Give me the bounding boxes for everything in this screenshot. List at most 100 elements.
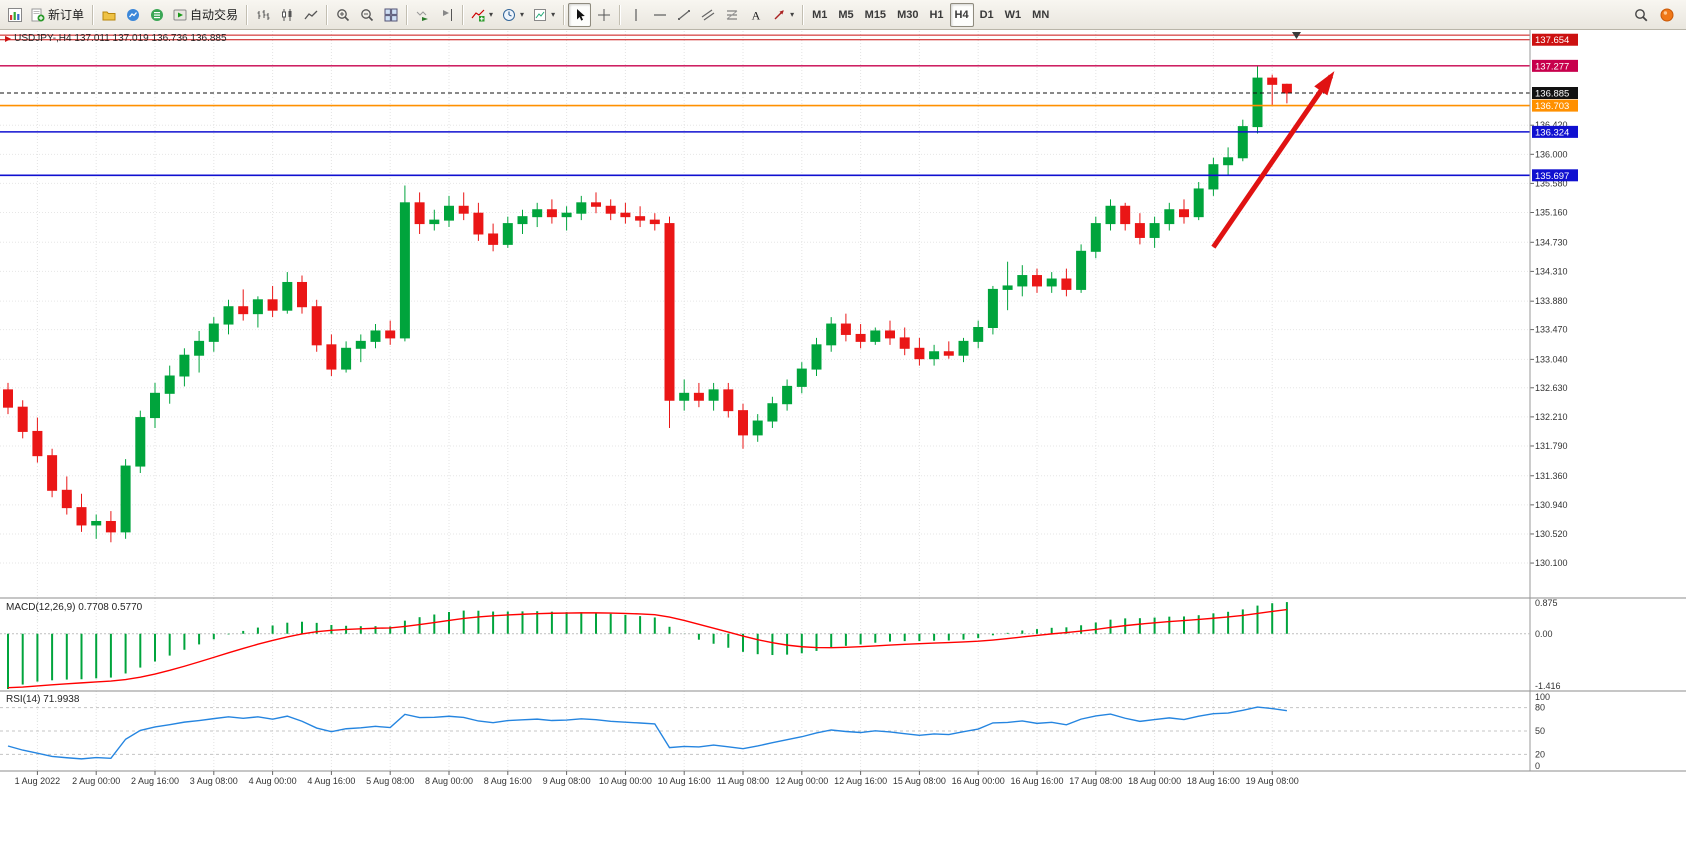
profiles-button[interactable] xyxy=(97,3,120,27)
price-label-box xyxy=(1532,59,1578,72)
price-tick-label: 130.100 xyxy=(1535,558,1568,568)
data-window-button[interactable] xyxy=(145,3,168,27)
candle-body xyxy=(341,347,352,370)
charts-button[interactable] xyxy=(3,3,26,27)
candle-body xyxy=(767,403,778,422)
search-button[interactable] xyxy=(1629,3,1652,27)
svg-text:0.00: 0.00 xyxy=(1535,629,1553,639)
line-objects[interactable] xyxy=(0,34,1530,177)
timeframe-W1-button[interactable]: W1 xyxy=(1004,8,1022,21)
candle-body xyxy=(120,465,131,533)
timeframe-D1-button[interactable]: D1 xyxy=(979,8,994,21)
auto-trading-button-label: 自动交易 xyxy=(190,8,239,22)
candle-body xyxy=(370,330,381,342)
candle-body xyxy=(179,354,190,377)
chart-shift-button[interactable] xyxy=(435,3,458,27)
time-tick-label: 10 Aug 16:00 xyxy=(658,776,711,786)
price-tick-label: 132.210 xyxy=(1535,412,1568,422)
svg-text:-1.416: -1.416 xyxy=(1535,681,1561,691)
toolbar-separator xyxy=(563,4,565,25)
candlestick-chart-button[interactable] xyxy=(275,3,298,27)
candle-body xyxy=(855,333,866,342)
price-label-box xyxy=(1532,33,1578,46)
zoom-in-button[interactable] xyxy=(331,3,354,27)
candle-body xyxy=(811,344,822,370)
candle-body xyxy=(929,351,940,360)
tile-windows-button[interactable] xyxy=(379,3,402,27)
toolbar-separator xyxy=(246,4,248,25)
time-tick-label: 16 Aug 00:00 xyxy=(952,776,1005,786)
arrows-icon xyxy=(772,8,786,22)
candle-body xyxy=(987,288,998,329)
bar-chart-button[interactable] xyxy=(251,3,274,27)
periods-button[interactable]: ▾ xyxy=(498,3,528,27)
candle-body xyxy=(605,205,616,214)
timeframe-M30-button[interactable]: M30 xyxy=(897,8,919,21)
autotrade-icon xyxy=(173,8,187,22)
hline-icon xyxy=(653,8,667,22)
candle-body xyxy=(1149,223,1160,238)
arrows-button[interactable]: ▾ xyxy=(768,3,798,27)
chart-area[interactable]: 0.875 0.00 -1.416 100 80 50 20 0 136.420 136.000 1… xyxy=(0,30,1686,842)
chart-shift-marker[interactable] xyxy=(1292,32,1301,39)
fibonacci-button[interactable] xyxy=(720,3,743,27)
new-order-button[interactable]: 新订单 xyxy=(27,3,88,27)
candle-body xyxy=(297,281,307,308)
timeframe-M1-button[interactable]: M1 xyxy=(812,8,828,21)
profiles-icon xyxy=(102,8,116,22)
timeframe-M5-button[interactable]: M5 xyxy=(838,8,854,21)
candle-body xyxy=(91,520,102,526)
candle-body xyxy=(105,520,116,533)
autoscroll-icon xyxy=(416,8,430,22)
candle-body xyxy=(1223,157,1234,166)
candle-body xyxy=(252,299,263,315)
time-tick-label: 4 Aug 16:00 xyxy=(307,776,355,786)
vertical-line-button[interactable] xyxy=(624,3,647,27)
channel-button[interactable] xyxy=(696,3,719,27)
shift-icon xyxy=(440,8,454,22)
auto-trading-button[interactable]: 自动交易 xyxy=(169,3,242,27)
price-tick-label: 133.880 xyxy=(1535,296,1568,306)
crosshair-icon xyxy=(597,8,611,22)
macd-signal-line xyxy=(7,608,1287,689)
candle-body xyxy=(488,233,499,245)
timeframe-H1-button[interactable]: H1 xyxy=(929,8,944,21)
line-chart-button[interactable] xyxy=(299,3,322,27)
svg-text:50: 50 xyxy=(1535,726,1545,736)
cursor-button[interactable] xyxy=(568,2,592,27)
timeframe-M15-button[interactable]: M15 xyxy=(864,8,887,21)
toolbar-separator xyxy=(406,4,408,25)
toolbar-separator xyxy=(92,4,94,25)
dropdown-caret-icon: ▾ xyxy=(551,10,556,19)
price-label: 137.277 xyxy=(1535,61,1569,72)
timeframe-H4-button[interactable]: H4 xyxy=(949,2,974,27)
trendline-button[interactable] xyxy=(672,3,695,27)
timeframe-MN-button[interactable]: MN xyxy=(1032,8,1050,21)
auto-scroll-button[interactable] xyxy=(411,3,434,27)
candle-body xyxy=(1076,250,1087,290)
crosshair-button[interactable] xyxy=(592,3,615,27)
horizontal-line-button[interactable] xyxy=(648,3,671,27)
candle-body xyxy=(32,430,43,457)
candle-body xyxy=(914,347,925,360)
text-button[interactable]: A xyxy=(744,3,767,27)
time-axis[interactable]: 1 Aug 2022 2 Aug 00:00 2 Aug 16:00 3 Aug 08… xyxy=(15,771,1299,786)
candle-body xyxy=(664,223,675,401)
market-watch-button[interactable] xyxy=(121,3,144,27)
indicators-button[interactable]: ▾ xyxy=(467,3,497,27)
candle-body xyxy=(752,420,763,436)
zoom-out-button[interactable] xyxy=(355,3,378,27)
templates-button[interactable]: ▾ xyxy=(529,3,559,27)
price-tick-label: 132.630 xyxy=(1535,383,1568,393)
candle-body xyxy=(738,410,748,436)
indicators-icon xyxy=(471,8,485,22)
candle-body xyxy=(1032,275,1042,287)
svg-text:20: 20 xyxy=(1535,749,1545,759)
candle-body xyxy=(1237,126,1248,159)
trend-arrow-annotation[interactable] xyxy=(1211,74,1334,249)
status-indicator[interactable] xyxy=(1655,3,1678,27)
candle-body xyxy=(267,299,278,311)
candle-body xyxy=(47,455,58,491)
